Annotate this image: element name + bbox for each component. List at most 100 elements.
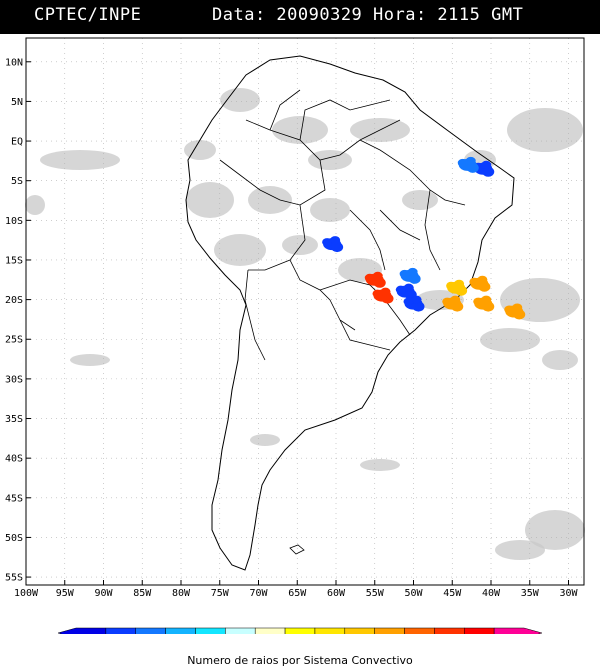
lon-tick-label: 75W	[211, 588, 230, 599]
lon-tick-label: 80W	[172, 588, 191, 599]
cluster-blob	[407, 267, 418, 276]
lon-tick-label: 90W	[94, 588, 113, 599]
cluster-blob	[478, 281, 491, 292]
cloud-patch	[402, 190, 438, 210]
cluster-blob	[482, 301, 495, 312]
legend-colorbar: 11015202530354050100150200250350	[57, 627, 543, 634]
legend-caption: Numero de raios por Sistema Convectivo	[187, 654, 413, 667]
legend-swatch	[57, 627, 107, 634]
cluster-blob	[482, 166, 495, 177]
lon-tick-label: 50W	[404, 588, 423, 599]
lightning-cluster	[364, 271, 386, 288]
cloud-patch	[70, 354, 110, 366]
lon-tick-label: 65W	[288, 588, 307, 599]
lon-tick-label: 35W	[521, 588, 540, 599]
cluster-blob	[446, 281, 457, 290]
cloud-patch	[248, 186, 292, 214]
legend-swatch	[284, 627, 316, 634]
cluster-blob	[477, 275, 488, 284]
cluster-blob	[457, 158, 468, 167]
lon-tick-label: 95W	[56, 588, 75, 599]
lightning-map: 10N 5N EQ 5S 10S 15S 20S 25S 30S 35S 40S 45S 50S 55S 1…	[5, 37, 585, 634]
map-frame	[25, 37, 585, 586]
cluster-blob	[466, 162, 479, 173]
lightning-cluster	[395, 283, 417, 300]
lat-tick-label: 25S	[5, 335, 23, 346]
lat-tick-label: 10S	[5, 216, 23, 227]
cloud-patch	[272, 116, 328, 144]
lightning-cluster	[504, 303, 526, 320]
cluster-blob	[364, 273, 375, 282]
lon-tick-label: 70W	[249, 588, 268, 599]
cluster-blob	[331, 242, 344, 253]
cluster-blob	[442, 297, 453, 306]
cloud-patch	[525, 510, 585, 550]
cluster-blob	[455, 285, 468, 296]
cluster-blob	[408, 273, 421, 284]
axis-ticks: 10N 5N EQ 5S 10S 15S 20S 25S 30S 35S 40S 45S 50S 55S 1…	[5, 37, 585, 599]
legend-swatch	[374, 627, 405, 634]
cluster-blob	[373, 277, 386, 288]
cloud-patch	[184, 140, 216, 160]
cloud-patch	[214, 234, 266, 266]
south-america-coastline	[185, 55, 515, 571]
legend-swatch	[434, 627, 465, 634]
cluster-blob	[399, 269, 410, 278]
lightning-cluster	[399, 267, 421, 284]
lat-tick-label: 15S	[5, 255, 23, 266]
cluster-blob	[403, 297, 414, 306]
lightning-cluster	[442, 295, 464, 312]
cloud-patch	[250, 434, 280, 446]
lightning-cluster	[446, 279, 468, 296]
legend-swatch	[254, 627, 286, 634]
lat-tick-label: 45S	[5, 493, 23, 504]
cluster-blob	[403, 283, 414, 292]
lat-tick-label: 10N	[5, 57, 23, 68]
cluster-blob	[395, 285, 406, 294]
lightning-cluster	[469, 275, 491, 292]
header-datetime: Data: 20090329 Hora: 2115 GMT	[212, 5, 524, 25]
legend-swatch	[135, 627, 166, 634]
legend-swatch	[464, 627, 495, 634]
cluster-blob	[469, 277, 480, 286]
lightning-cluster	[322, 236, 344, 253]
cluster-blob	[451, 301, 464, 312]
lon-tick-label: 55W	[366, 588, 385, 599]
legend-swatch	[493, 627, 543, 634]
cloud-patch	[507, 108, 583, 152]
cluster-blob	[372, 271, 383, 280]
cluster-blob	[372, 289, 383, 298]
legend-swatch	[344, 627, 375, 634]
lat-tick-label: 5N	[11, 97, 23, 108]
cloud-patch	[542, 350, 578, 370]
lat-tick-label: EQ	[11, 137, 23, 148]
lightning-cluster	[403, 295, 425, 312]
lightning-cluster	[473, 295, 495, 312]
lightning-clusters	[322, 156, 526, 320]
cluster-blob	[504, 305, 515, 314]
cluster-blob	[330, 236, 341, 245]
cloud-patch	[220, 88, 260, 112]
cluster-blob	[481, 160, 492, 169]
lon-tick-label: 30W	[559, 588, 578, 599]
lat-tick-label: 20S	[5, 295, 23, 306]
cluster-blob	[322, 238, 333, 247]
cloud-patch	[480, 328, 540, 352]
cloud-patch	[282, 235, 318, 255]
cloud-patch	[186, 182, 234, 218]
lon-tick-label: 40W	[482, 588, 501, 599]
legend-swatch	[314, 627, 346, 634]
header-bar: CPTEC/INPE Data: 20090329 Hora: 2115 GMT	[0, 0, 600, 34]
lat-tick-label: 35S	[5, 414, 23, 425]
cluster-blob	[513, 309, 526, 320]
cluster-blob	[380, 287, 391, 296]
cloud-patch	[495, 540, 545, 560]
cluster-blob	[512, 303, 523, 312]
legend-swatch	[404, 627, 435, 634]
cluster-blob	[412, 301, 425, 312]
lat-tick-label: 50S	[5, 533, 23, 544]
cloud-patch	[310, 198, 350, 222]
lat-tick-label: 30S	[5, 374, 23, 385]
cloud-patch	[308, 150, 352, 170]
header-title: CPTEC/INPE	[34, 5, 142, 25]
